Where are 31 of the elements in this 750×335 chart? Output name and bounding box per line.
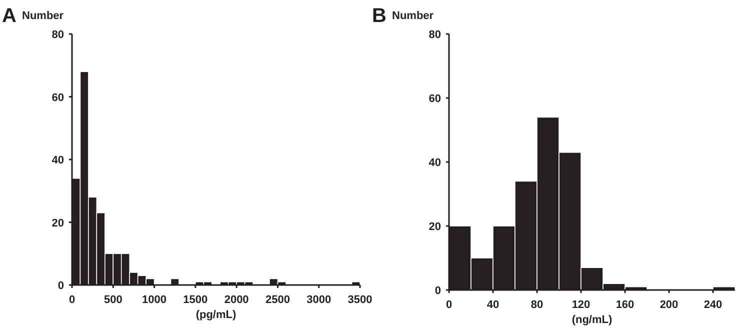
x-tick-label: 3500 xyxy=(348,294,372,306)
x-tick-label: 2000 xyxy=(224,294,249,306)
y-tick-label: 60 xyxy=(52,92,64,104)
y-tick-label: 20 xyxy=(428,221,441,233)
x-tick-label: 240 xyxy=(704,299,722,311)
x-tick-label: 160 xyxy=(616,299,634,311)
y-tick-label: 0 xyxy=(434,285,441,297)
y-axis-title: Number xyxy=(392,10,434,22)
y-tick-label: 40 xyxy=(52,154,64,166)
x-tick-label: 200 xyxy=(660,299,678,311)
x-axis-title: (ng/mL) xyxy=(572,314,612,326)
x-tick-label: 120 xyxy=(572,299,590,311)
y-tick-label: 60 xyxy=(428,93,441,105)
y-tick-label: 40 xyxy=(428,157,441,169)
x-tick-label: 2500 xyxy=(265,294,290,306)
y-axis-title: Number xyxy=(22,10,64,22)
x-axis-title: (pg/mL) xyxy=(196,309,236,321)
x-tick-label: 0 xyxy=(446,299,452,311)
y-tick-label: 20 xyxy=(52,217,64,230)
chart-title: B xyxy=(372,5,386,27)
x-tick-label: 1000 xyxy=(142,294,167,306)
x-tick-label: 0 xyxy=(68,294,76,306)
x-tick-label: 500 xyxy=(104,294,122,306)
x-tick-label: 3000 xyxy=(306,294,332,306)
chart-title: A xyxy=(2,5,16,27)
y-tick-label: 80 xyxy=(52,29,64,41)
x-tick-label: 40 xyxy=(486,299,500,311)
x-tick-label: 80 xyxy=(530,299,544,311)
y-tick-label: 0 xyxy=(58,280,64,292)
x-tick-label: 1500 xyxy=(183,294,208,306)
y-tick-label: 80 xyxy=(428,29,441,41)
